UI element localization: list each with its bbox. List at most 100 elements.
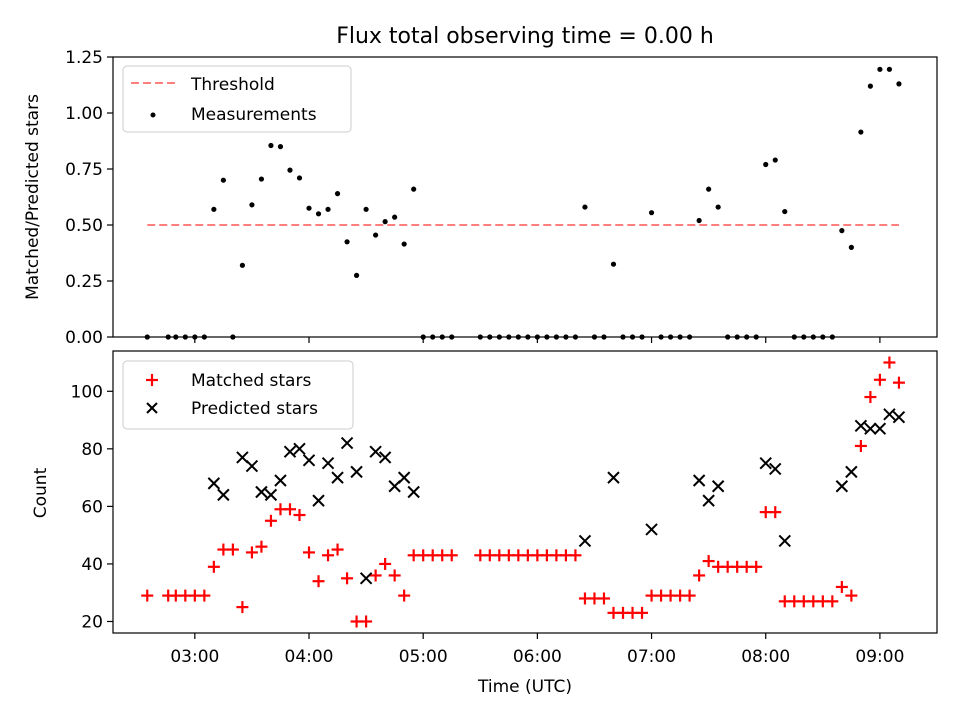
measurement-point — [715, 204, 721, 210]
top-y-axis-label: Matched/Predicted stars — [23, 94, 43, 300]
predicted-stars-point — [331, 471, 344, 484]
predicted-stars-point — [578, 534, 592, 548]
top-y-tick-label: 1.25 — [65, 48, 103, 68]
measurement-point — [696, 217, 702, 224]
top-y-tick-label: 0.50 — [65, 216, 103, 236]
matched-stars-point — [283, 503, 296, 516]
matched-stars-point — [245, 546, 258, 559]
bottom-y-axis-label: Count — [31, 467, 51, 518]
matched-stars-point — [322, 549, 335, 562]
matched-stars-point — [341, 572, 354, 585]
legend-measurements-dot-icon — [150, 112, 156, 118]
measurement-point — [867, 83, 873, 89]
bottom-x-tick-label: 06:00 — [513, 647, 562, 667]
predicted-stars-point — [255, 485, 268, 499]
predicted-stars-point — [321, 457, 335, 470]
matched-stars-point — [569, 549, 582, 562]
matched-stars-point — [864, 391, 877, 404]
matched-stars-point — [198, 589, 211, 602]
measurement-point — [886, 66, 893, 72]
predicted-stars-point — [769, 462, 782, 476]
matched-stars-point — [854, 439, 867, 452]
bottom-x-tick-label: 09:00 — [855, 647, 904, 667]
matched-stars-point — [683, 589, 696, 602]
matched-stars-point — [141, 589, 154, 602]
bottom-y-tick-label: 40 — [81, 555, 103, 575]
measurement-point — [373, 232, 379, 238]
measurement-point — [315, 211, 322, 217]
measurement-point — [411, 186, 417, 192]
measurement-point — [258, 176, 265, 182]
predicted-stars-point — [845, 465, 858, 479]
bottom-plot-marks — [141, 356, 906, 628]
measurement-point — [268, 142, 274, 149]
predicted-stars-point — [883, 408, 896, 421]
measurement-point — [610, 261, 617, 267]
measurement-point — [296, 175, 303, 181]
predicted-stars-point — [283, 445, 297, 458]
top-legend-box — [122, 65, 352, 133]
predicted-stars-point — [702, 494, 715, 507]
bottom-y-tick-label: 20 — [81, 612, 103, 632]
matched-stars-point — [835, 580, 848, 593]
matched-stars-point — [264, 514, 277, 527]
matched-stars-point — [207, 560, 220, 573]
predicted-stars-point — [835, 480, 849, 493]
measurement-point — [896, 81, 902, 87]
matched-stars-point — [331, 543, 344, 556]
predicted-stars-point — [407, 485, 420, 499]
predicted-stars-point — [245, 459, 259, 473]
measurement-point — [211, 206, 217, 212]
bottom-legend: Matched stars Predicted stars — [122, 360, 354, 430]
matched-stars-point — [445, 549, 458, 562]
top-chart-title: Flux total observing time = 0.00 h — [336, 24, 714, 49]
legend-matched-plus-icon — [146, 374, 158, 386]
measurement-point — [382, 219, 388, 225]
predicted-stars-point — [892, 410, 906, 424]
measurement-point — [334, 191, 341, 197]
bottom-x-ticks: 03:00 04:00 05:00 06:00 07:00 08:00 09:00 — [170, 633, 904, 667]
top-y-tick-label: 0.00 — [65, 328, 103, 348]
bottom-x-tick-label: 07:00 — [627, 647, 676, 667]
top-y-ticks: 0.00 0.25 0.50 0.75 1.00 1.25 — [65, 48, 113, 348]
bottom-x-tick-label: 04:00 — [285, 647, 334, 667]
top-legend: Threshold Measurements — [122, 65, 352, 133]
bottom-legend-box — [122, 360, 354, 430]
predicted-stars-point — [854, 419, 868, 433]
measurement-point — [648, 210, 655, 216]
matched-stars-point — [826, 595, 839, 608]
top-plot-marks — [144, 66, 902, 340]
matched-stars-point — [303, 546, 316, 559]
predicted-stars-point — [350, 465, 363, 479]
predicted-stars-point — [264, 488, 278, 502]
bottom-x-tick-label: 05:00 — [399, 647, 448, 667]
measurement-point — [287, 167, 293, 173]
predicted-stars-point — [397, 471, 411, 484]
matched-stars-point — [398, 589, 411, 602]
predicted-stars-point — [369, 445, 382, 458]
matched-stars-point — [892, 376, 905, 389]
measurement-point — [277, 144, 284, 150]
predicted-stars-point — [378, 451, 392, 464]
matched-stars-point — [255, 540, 268, 553]
measurement-point — [839, 228, 845, 234]
predicted-stars-point — [759, 457, 772, 470]
legend-measurements-label: Measurements — [191, 105, 317, 125]
matched-stars-point — [379, 557, 392, 570]
bottom-x-axis-label: Time (UTC) — [477, 677, 572, 697]
predicted-stars-point — [359, 572, 373, 585]
matched-stars-point — [236, 601, 249, 614]
measurement-point — [325, 206, 331, 212]
matched-stars-point — [312, 575, 325, 588]
legend-matched-label: Matched stars — [191, 371, 311, 391]
measurement-point — [706, 186, 712, 192]
matched-stars-point — [597, 592, 610, 605]
measurement-point — [858, 129, 864, 135]
predicted-stars-point — [692, 474, 706, 487]
matched-stars-point — [360, 615, 373, 628]
bottom-x-tick-label: 03:00 — [170, 647, 219, 667]
predicted-stars-point — [864, 422, 877, 435]
measurement-point — [763, 161, 769, 168]
